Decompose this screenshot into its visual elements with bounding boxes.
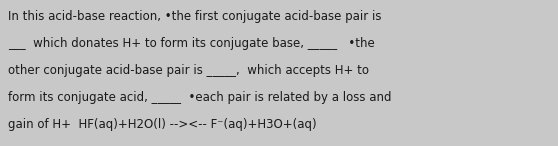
Text: form its conjugate acid, _____  •each pair is related by a loss and: form its conjugate acid, _____ •each pai… [8,91,392,104]
Text: other conjugate acid-base pair is _____,  which accepts H+ to: other conjugate acid-base pair is _____,… [8,64,369,77]
Text: gain of H+  HF(aq)+H2O(l) --><-- F⁻(aq)+H3O+(aq): gain of H+ HF(aq)+H2O(l) --><-- F⁻(aq)+H… [8,118,317,131]
Text: In this acid-base reaction, •the first conjugate acid-base pair is: In this acid-base reaction, •the first c… [8,10,382,23]
Text: ___  which donates H+ to form its conjugate base, _____   •the: ___ which donates H+ to form its conjuga… [8,37,375,50]
